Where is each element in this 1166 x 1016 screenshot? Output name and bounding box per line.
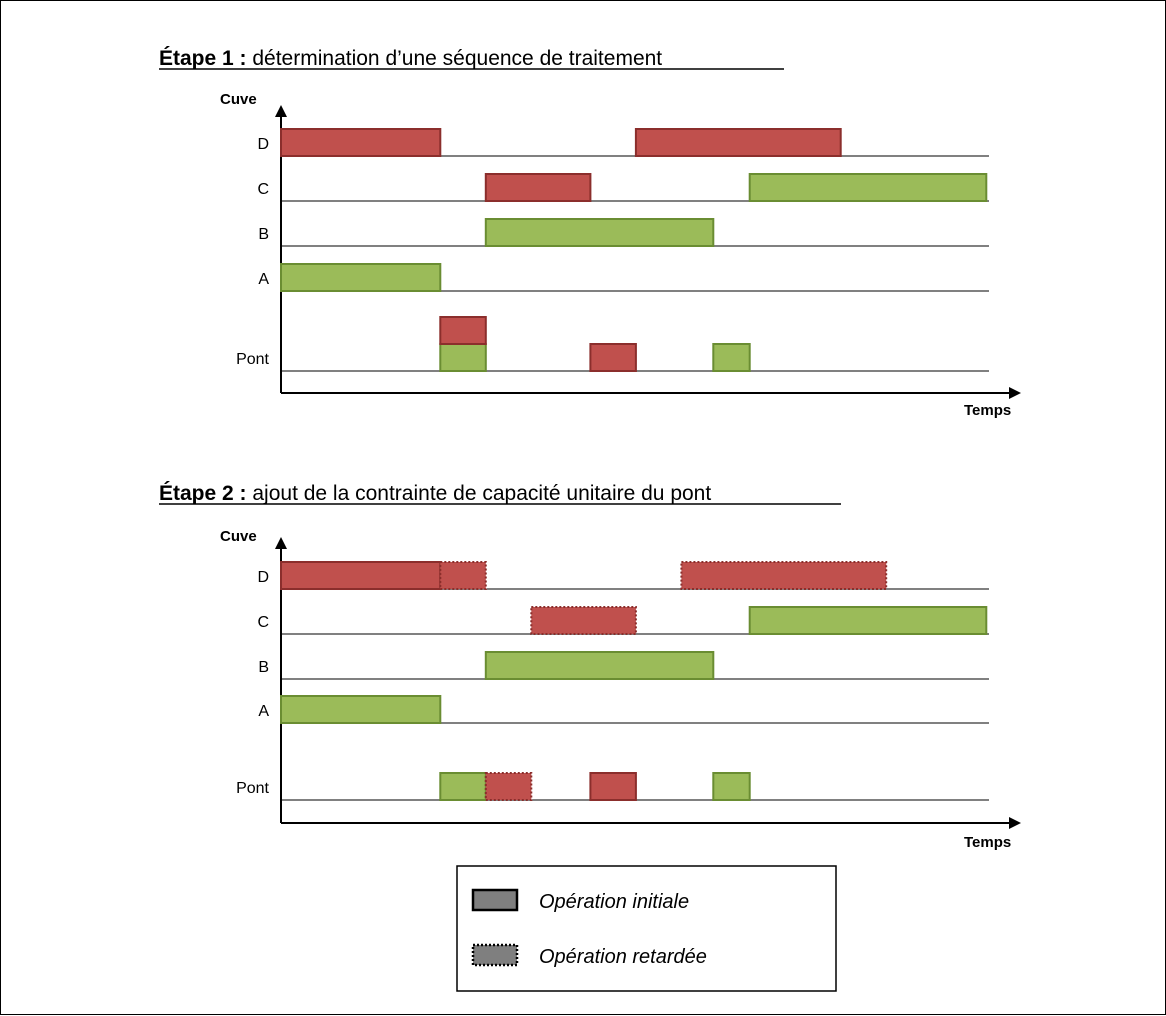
operation-bar-b-initial [484, 218, 715, 247]
step-1-lanes: D C B A Pont [236, 136, 989, 372]
operation-bar-c-initial [484, 173, 592, 202]
step-2-title-rest: ajout de la contrainte de capacité unita… [247, 482, 712, 505]
operation-bar-d-delayed [680, 561, 888, 590]
operation-bar-pont-initial [589, 772, 637, 801]
step-1-title-rest: détermination d’une séquence de traiteme… [247, 47, 663, 70]
operation-bar-d-initial [634, 128, 842, 157]
lane-label-d: D [257, 569, 269, 586]
step-2-x-axis-label: Temps [964, 834, 1011, 851]
step-2-bars [280, 561, 988, 801]
operation-bar-d-delayed [439, 561, 487, 590]
operation-bar-d-initial [280, 128, 442, 157]
lane-label-d: D [257, 136, 269, 153]
operation-bar-pont-initial [589, 343, 637, 372]
lane-label-c: C [257, 181, 269, 198]
step-2-chart: Étape 2 : ajout de la contrainte de capa… [159, 482, 1021, 851]
operation-bar-pont-initial [439, 772, 487, 801]
legend-initial-label: Opération initiale [539, 891, 689, 913]
step-2-title: Étape 2 : ajout de la contrainte de capa… [159, 482, 711, 505]
lane-label-b: B [258, 659, 269, 676]
operation-bar-d-initial [280, 561, 442, 590]
legend: Opération initiale Opération retardée [456, 865, 837, 992]
operation-bar-pont-delayed [484, 772, 533, 801]
lane-label-pont: Pont [236, 780, 269, 797]
lane-label-b: B [258, 226, 269, 243]
step-2-title-bold: Étape 2 : [159, 482, 247, 505]
step-1-title-bold: Étape 1 : [159, 47, 247, 70]
step-1-title: Étape 1 : détermination d’une séquence d… [159, 47, 662, 70]
operation-bar-a-initial [280, 263, 442, 292]
operation-bar-c-delayed [530, 606, 637, 635]
lane-label-a: A [258, 703, 269, 720]
operation-bar-a-initial [280, 695, 442, 724]
lane-label-c: C [257, 614, 269, 631]
legend-box [456, 865, 837, 992]
legend-initial-swatch [471, 888, 519, 912]
operation-bar-pont-initial [712, 772, 751, 801]
step-1-y-axis-label: Cuve [220, 91, 257, 108]
step-2-lanes: D C B A Pont [236, 569, 989, 801]
lane-label-a: A [258, 271, 269, 288]
operation-bar-c-initial [748, 173, 988, 202]
operation-bar-b-initial [484, 651, 715, 680]
step-1-bars [280, 128, 988, 372]
operation-bar-pont-initial [439, 316, 487, 345]
step-1-chart: Étape 1 : détermination d’une séquence d… [159, 47, 1021, 419]
step-1-x-axis-label: Temps [964, 402, 1011, 419]
legend-delayed-swatch [471, 943, 519, 967]
legend-delayed-label: Opération retardée [539, 946, 707, 968]
operation-bar-pont-initial [712, 343, 751, 372]
step-2-y-axis-label: Cuve [220, 528, 257, 545]
operation-bar-c-initial [748, 606, 988, 635]
operation-bar-pont-initial [439, 343, 487, 372]
lane-label-pont: Pont [236, 351, 269, 368]
